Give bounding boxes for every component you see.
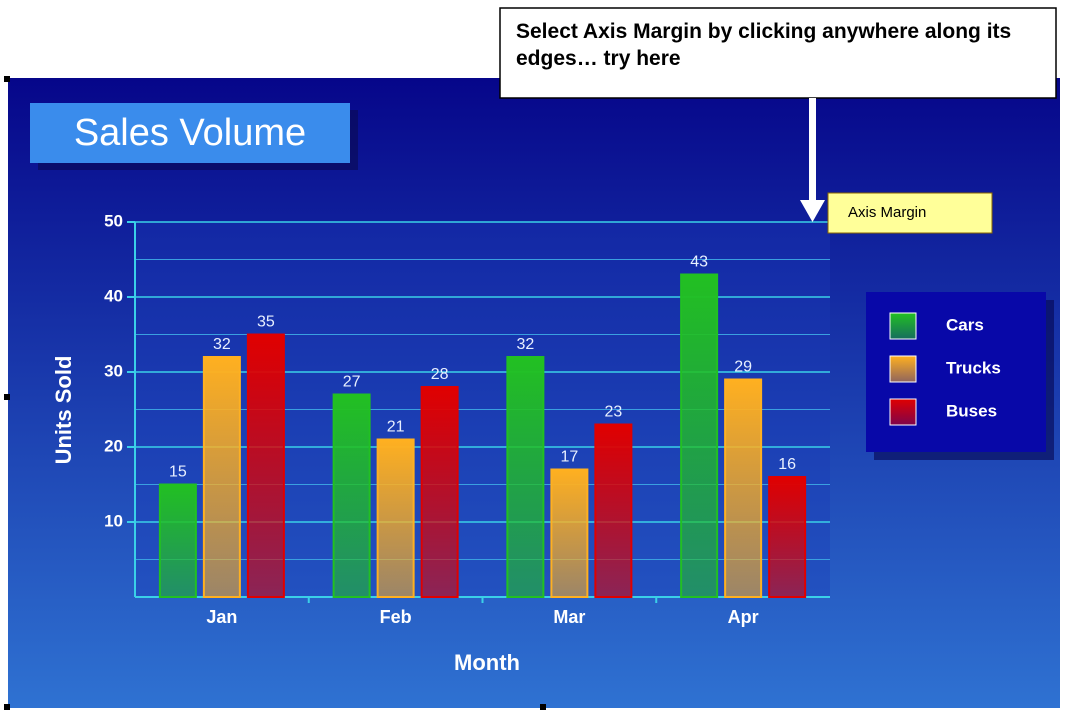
- bar: [376, 438, 415, 598]
- bar: [246, 333, 285, 598]
- legend-label: Buses: [946, 401, 997, 420]
- legend-swatch: [889, 355, 917, 383]
- y-tick-label: 30: [104, 361, 123, 380]
- value-label: 32: [516, 336, 534, 353]
- y-tick-label: 20: [104, 436, 123, 455]
- value-label: 43: [690, 254, 708, 271]
- handle: [540, 704, 546, 710]
- callout-text: Select Axis Margin by clicking anywhere …: [516, 20, 1012, 70]
- y-tick-label: 50: [104, 211, 123, 230]
- y-axis-label: Units Sold: [51, 356, 76, 465]
- value-label: 35: [257, 314, 275, 331]
- bar: [550, 468, 589, 598]
- bar: [202, 356, 241, 598]
- value-label: 32: [213, 336, 231, 353]
- y-tick-label: 40: [104, 286, 123, 305]
- legend-swatch: [889, 312, 917, 340]
- x-tick-label: Apr: [728, 607, 759, 627]
- value-label: 27: [343, 374, 361, 391]
- x-tick-label: Feb: [380, 607, 412, 627]
- bar: [332, 393, 371, 598]
- axis-margin-box: [827, 192, 993, 234]
- x-axis-label: Month: [454, 650, 520, 675]
- value-label: 28: [431, 366, 449, 383]
- x-tick-label: Mar: [553, 607, 585, 627]
- bar: [724, 378, 763, 598]
- y-tick-label: 10: [104, 511, 123, 530]
- legend-label: Cars: [946, 315, 984, 334]
- bar: [420, 386, 459, 598]
- bar: [506, 356, 545, 598]
- value-label: 29: [734, 359, 752, 376]
- bar: [768, 476, 807, 598]
- value-label: 16: [778, 456, 796, 473]
- chart-title: Sales Volume: [74, 112, 306, 154]
- bar: [594, 423, 633, 598]
- arrow-shaft: [809, 98, 816, 202]
- title-box: [30, 103, 350, 163]
- arrow-head: [800, 200, 825, 222]
- value-label: 17: [560, 449, 578, 466]
- legend-label: Trucks: [946, 358, 1001, 377]
- legend-swatch: [889, 398, 917, 426]
- bar: [158, 483, 197, 598]
- handle: [4, 76, 10, 82]
- bar: [680, 273, 719, 598]
- x-tick-label: Jan: [206, 607, 237, 627]
- callout-wrap: Select Axis Margin by clicking anywhere …: [516, 20, 1012, 70]
- value-label: 21: [387, 419, 405, 436]
- value-label: 23: [604, 404, 622, 421]
- axis-margin-label: Axis Margin: [848, 204, 926, 221]
- callout-box: [499, 7, 1057, 99]
- handle: [4, 394, 10, 400]
- value-label: 15: [169, 464, 187, 481]
- handle: [4, 704, 10, 710]
